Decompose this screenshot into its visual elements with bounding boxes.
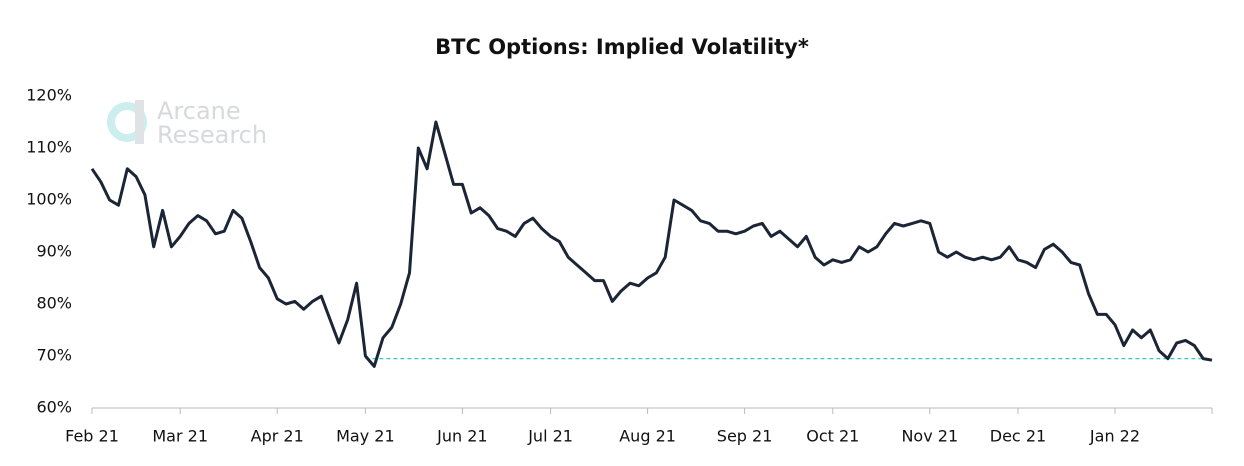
y-tick-label: 100% — [26, 190, 72, 209]
x-tick-label: Jun 21 — [436, 427, 487, 446]
x-tick-label: Apr 21 — [251, 427, 304, 446]
watermark-text: Arcane — [157, 97, 241, 125]
logo-bar — [135, 100, 144, 144]
y-tick-label: 70% — [36, 346, 72, 365]
x-tick-label: Jul 21 — [527, 427, 573, 446]
y-tick-label: 60% — [36, 398, 72, 417]
x-tick-label: Feb 21 — [65, 427, 119, 446]
x-tick-label: Dec 21 — [990, 427, 1046, 446]
x-tick-label: Oct 21 — [806, 427, 859, 446]
chart-title: BTC Options: Implied Volatility* — [435, 35, 809, 59]
y-tick-label: 90% — [36, 242, 72, 261]
y-tick-label: 120% — [26, 86, 72, 105]
watermark-logo: Arcane Research — [107, 97, 267, 149]
x-tick-label: Sep 21 — [717, 427, 773, 446]
series-line — [90, 120, 1213, 368]
x-tick-label: Nov 21 — [901, 427, 958, 446]
y-tick-label: 80% — [36, 294, 72, 313]
x-tick-label: Aug 21 — [619, 427, 676, 446]
x-tick-label: Mar 21 — [152, 427, 208, 446]
y-tick-label: 110% — [26, 138, 72, 157]
x-tick-label: May 21 — [336, 427, 395, 446]
watermark-text: Research — [157, 121, 267, 149]
x-tick-label: Jan 22 — [1089, 427, 1140, 446]
